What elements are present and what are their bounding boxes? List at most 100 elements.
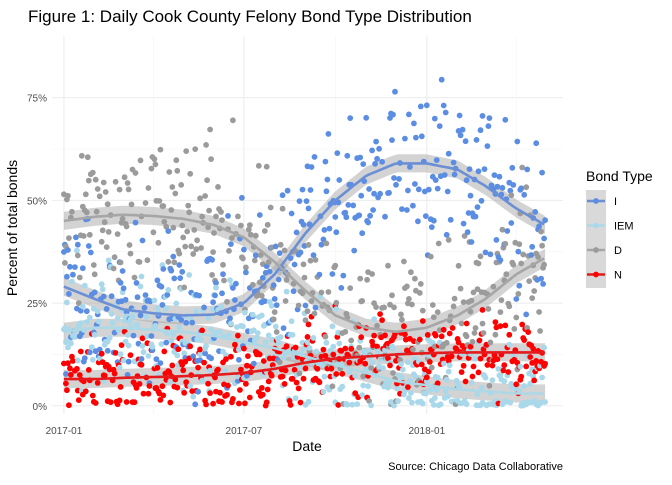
point-i xyxy=(468,239,475,245)
point-d xyxy=(308,298,315,304)
point-iem xyxy=(453,377,460,384)
point-d xyxy=(168,207,175,213)
y-axis-label: Percent of total bonds xyxy=(4,160,20,296)
point-n xyxy=(287,402,294,408)
point-iem xyxy=(323,339,330,346)
point-n xyxy=(182,358,189,365)
point-i xyxy=(413,134,419,141)
y-tick-label: 0% xyxy=(33,402,48,413)
point-n xyxy=(346,359,353,366)
point-n xyxy=(161,348,168,355)
point-i xyxy=(336,177,343,183)
point-d xyxy=(273,329,280,335)
point-d xyxy=(518,260,525,267)
point-n xyxy=(118,342,125,348)
point-iem xyxy=(186,272,193,278)
point-n xyxy=(76,372,83,378)
point-d xyxy=(161,218,168,225)
point-d xyxy=(173,157,180,164)
point-i xyxy=(228,241,234,248)
point-i xyxy=(201,304,208,311)
point-i xyxy=(243,269,249,276)
point-iem xyxy=(474,391,481,398)
point-i xyxy=(220,271,226,278)
point-d xyxy=(515,291,522,297)
point-d xyxy=(94,186,101,192)
point-iem xyxy=(446,362,453,369)
point-d xyxy=(458,320,465,327)
point-d xyxy=(463,333,470,340)
chart-title: Figure 1: Daily Cook County Felony Bond … xyxy=(28,7,472,26)
point-n xyxy=(232,341,238,348)
point-d xyxy=(76,274,83,281)
point-n xyxy=(201,359,208,366)
point-iem xyxy=(321,373,328,380)
point-iem xyxy=(98,281,105,288)
point-n xyxy=(320,346,327,353)
point-i xyxy=(442,109,449,116)
point-iem xyxy=(371,316,377,322)
point-d xyxy=(356,344,363,351)
point-n xyxy=(199,327,206,334)
point-iem xyxy=(380,365,386,371)
point-n xyxy=(228,353,234,360)
point-iem xyxy=(427,387,434,393)
point-i xyxy=(540,281,546,287)
point-n xyxy=(333,371,340,377)
point-i xyxy=(303,198,310,205)
point-n xyxy=(470,363,477,370)
legend-dot-n xyxy=(593,271,599,278)
point-i xyxy=(189,319,196,326)
point-iem xyxy=(81,282,88,289)
point-d xyxy=(145,185,152,191)
smooth-line-d xyxy=(63,213,545,334)
point-d xyxy=(84,154,91,161)
point-n xyxy=(377,311,383,317)
point-iem xyxy=(143,313,150,320)
point-n xyxy=(513,381,520,388)
point-i xyxy=(389,137,395,144)
point-iem xyxy=(497,372,504,378)
point-d xyxy=(117,259,124,266)
point-i xyxy=(157,360,164,366)
point-n xyxy=(519,321,526,328)
point-i xyxy=(81,355,88,361)
point-i xyxy=(159,302,166,308)
point-iem xyxy=(399,374,405,381)
point-i xyxy=(168,267,175,274)
point-d xyxy=(252,232,259,239)
point-d xyxy=(492,331,499,338)
point-i xyxy=(148,333,155,339)
point-n xyxy=(424,332,431,338)
point-i xyxy=(124,372,131,378)
point-n xyxy=(139,335,146,342)
point-i xyxy=(64,273,70,280)
point-d xyxy=(211,230,217,236)
point-i xyxy=(266,268,273,275)
point-d xyxy=(202,193,209,199)
point-i xyxy=(241,246,247,253)
point-i xyxy=(441,172,448,178)
point-n xyxy=(138,361,145,368)
point-d xyxy=(304,308,311,315)
point-n xyxy=(266,355,273,362)
point-i xyxy=(417,103,424,110)
point-iem xyxy=(114,315,121,322)
point-d xyxy=(412,275,418,282)
point-n xyxy=(322,352,329,359)
point-i xyxy=(478,197,485,204)
point-d xyxy=(80,233,87,239)
point-i xyxy=(432,177,439,184)
point-d xyxy=(471,330,478,336)
point-i xyxy=(73,234,79,241)
point-d xyxy=(445,237,452,243)
point-d xyxy=(251,257,258,264)
point-d xyxy=(299,290,306,297)
point-n xyxy=(469,373,476,380)
point-iem xyxy=(258,312,265,319)
point-i xyxy=(104,347,111,354)
point-n xyxy=(304,334,311,340)
point-n xyxy=(455,339,462,346)
point-d xyxy=(160,203,167,209)
point-iem xyxy=(64,299,70,306)
